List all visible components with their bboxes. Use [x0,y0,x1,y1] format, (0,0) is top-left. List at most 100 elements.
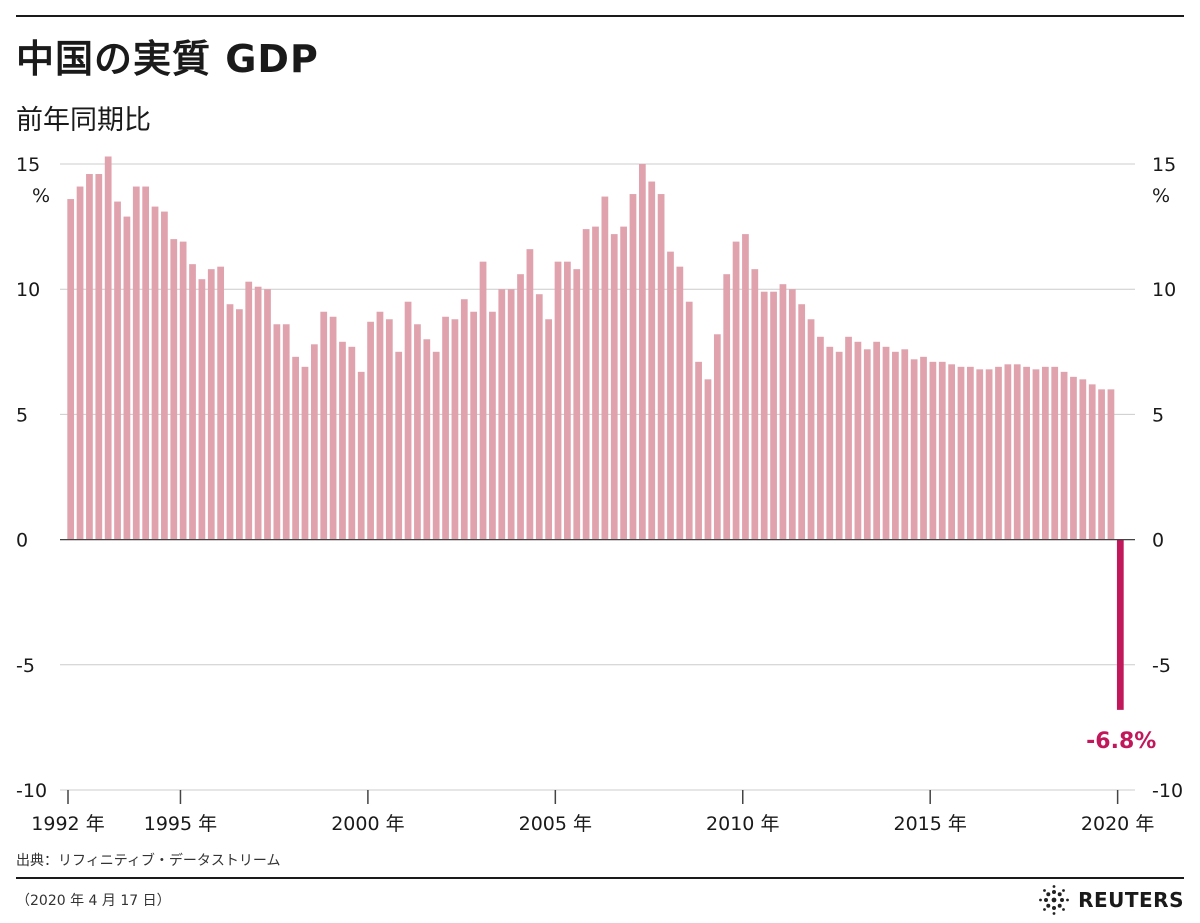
bar [1051,366,1059,540]
bar [1032,369,1040,540]
bar [385,319,393,540]
bar [901,349,909,540]
bar [760,291,768,540]
bar [1041,366,1049,540]
bar [236,309,243,540]
bar [1004,364,1012,540]
bar [788,289,796,540]
bar [226,304,234,540]
bar [104,156,112,540]
source-note: 出典：リフィニティブ・データストリーム [16,853,281,869]
x-tick-label: 1992 年 [31,813,104,835]
bar [395,351,403,540]
bar [357,371,365,540]
y-tick-label-right: -5 [1152,655,1171,677]
y-unit-label-right: % [1152,185,1170,207]
bar [1023,366,1030,540]
bar [67,199,75,540]
x-tick-label: 2020 年 [1081,813,1154,835]
bar [564,261,571,540]
y-tick-label-left: 0 [16,530,28,552]
bar [292,356,299,540]
y-tick-label-right: -10 [1152,780,1183,802]
bar [301,366,309,540]
bar [966,366,974,540]
bar [273,324,281,540]
bar [179,241,187,540]
bar [264,289,271,540]
bar [798,304,806,540]
labels: 15 15 10 10 5 5 0 0 -5 -5 -10 -10% % 1992 年 1995 年 2000… [16,154,1183,835]
bar [86,174,93,540]
bar [367,321,374,540]
bar [995,366,1002,540]
bar [610,234,618,540]
bar [1098,389,1105,540]
bar [854,341,862,540]
bottom-rule [16,877,1184,879]
bar [498,289,506,540]
bar [685,301,693,540]
bar [601,196,609,540]
brand: REUTERS [1038,884,1184,916]
bar [460,299,468,540]
x-tick-label: 1995 年 [144,813,217,835]
bar [423,339,431,540]
bar [1107,389,1115,540]
bar [545,319,553,540]
x-tick-label: 2010 年 [706,813,779,835]
bar [1079,379,1087,540]
bar [629,194,637,540]
bar [207,269,215,540]
bar [310,344,318,540]
bar [76,186,84,540]
bar [779,284,787,540]
y-unit-label-left: % [32,185,50,207]
x-tick-label: 2015 年 [893,813,966,835]
bar [329,316,337,540]
bar [948,364,955,540]
bar [638,164,646,540]
bar [161,211,168,540]
bar [938,361,946,540]
bar [442,316,449,540]
bar [573,269,581,540]
bar [985,369,993,540]
bar [920,356,927,540]
bar [526,249,534,540]
bar [882,346,890,540]
bar [114,201,121,540]
y-tick-label-right: 15 [1152,154,1176,176]
bar [376,311,384,540]
date-note: （2020 年 4 月 17 日） [16,893,171,909]
y-tick-label-right: 0 [1152,530,1164,552]
bar [648,181,656,540]
bar [414,324,421,540]
bar [320,311,328,540]
bar [451,319,459,540]
bar [170,239,178,540]
bar [592,226,599,540]
y-tick-label-left: -10 [16,780,47,802]
x-tick-label: 2005 年 [519,813,592,835]
bar [489,311,496,540]
bar [142,186,150,540]
bar [957,366,965,540]
bar [976,369,984,540]
bar [339,341,346,540]
bar [873,341,881,540]
bar [676,266,684,540]
y-tick-label-left: -5 [16,655,35,677]
bar-chart: 15 15 10 10 5 5 0 0 -5 -5 -10 -10% % 1992 年 1995 年 2000… [16,154,1183,835]
bar [535,294,543,540]
bar [713,334,721,540]
highlight-annotation: -6.8% [1086,729,1156,754]
bar [732,241,740,540]
reuters-logo-icon [1039,885,1069,915]
bar [751,269,759,540]
bar [770,291,777,540]
bar [432,351,440,540]
bar [198,279,206,540]
bar [863,349,871,540]
brand-name: REUTERS [1078,888,1184,912]
